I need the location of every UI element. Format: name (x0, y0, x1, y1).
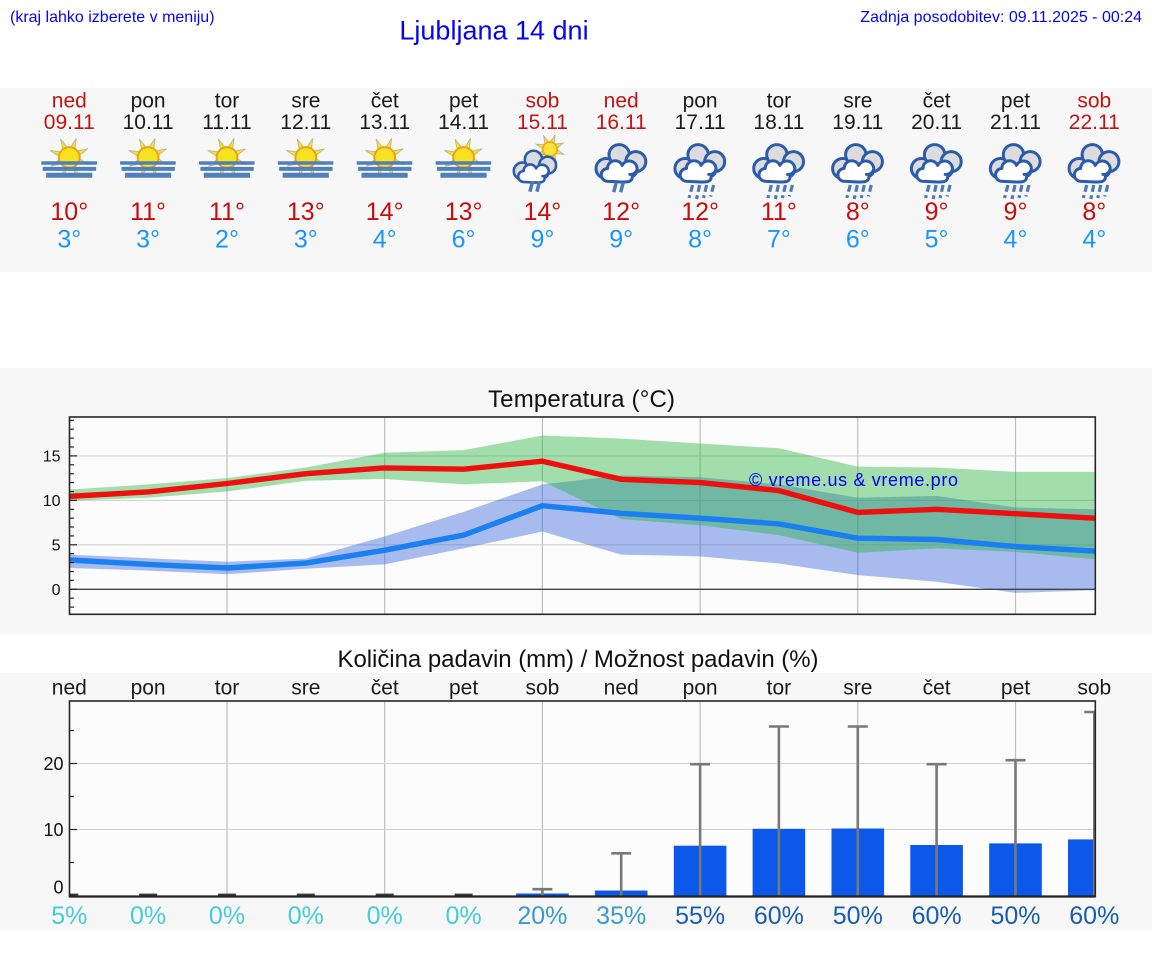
svg-text:2°: 2° (215, 226, 239, 254)
svg-text:11°: 11° (209, 198, 245, 226)
svg-text:0%: 0% (367, 902, 403, 930)
svg-text:15.11: 15.11 (517, 111, 568, 134)
svg-text:19.11: 19.11 (832, 111, 883, 134)
svg-text:0: 0 (53, 878, 63, 898)
svg-text:20: 20 (43, 754, 63, 774)
svg-text:6°: 6° (846, 226, 870, 254)
svg-text:sre: sre (843, 677, 872, 700)
svg-text:12.11: 12.11 (280, 111, 331, 134)
svg-text:tor: tor (215, 677, 240, 700)
svg-text:sob: sob (1077, 90, 1111, 113)
svg-text:4°: 4° (373, 226, 397, 254)
svg-text:14°: 14° (523, 198, 561, 226)
svg-text:60%: 60% (912, 902, 962, 930)
svg-text:3°: 3° (136, 226, 160, 254)
svg-text:Zadnja posodobitev: 09.11.2025: Zadnja posodobitev: 09.11.2025 - 00:24 (860, 9, 1142, 26)
svg-text:9°: 9° (925, 198, 949, 226)
svg-text:8°: 8° (846, 198, 870, 226)
svg-text:sob: sob (525, 90, 559, 113)
svg-text:0%: 0% (209, 902, 245, 930)
svg-text:Temperatura (°C): Temperatura (°C) (488, 386, 675, 413)
svg-text:pon: pon (683, 90, 718, 113)
svg-text:5%: 5% (51, 902, 87, 930)
svg-text:ned: ned (52, 677, 87, 700)
svg-text:10.11: 10.11 (123, 111, 174, 134)
svg-text:sre: sre (291, 90, 320, 113)
svg-text:8°: 8° (688, 226, 712, 254)
svg-text:sob: sob (525, 677, 559, 700)
svg-text:0: 0 (52, 582, 61, 599)
svg-text:tor: tor (215, 90, 240, 113)
svg-text:tor: tor (767, 677, 792, 700)
svg-text:ned: ned (52, 90, 87, 113)
svg-text:15: 15 (43, 449, 61, 466)
svg-text:55%: 55% (675, 902, 725, 930)
svg-text:11°: 11° (130, 198, 166, 226)
svg-text:09.11: 09.11 (44, 111, 95, 134)
svg-text:sre: sre (843, 90, 872, 113)
svg-text:12°: 12° (602, 198, 640, 226)
svg-text:17.11: 17.11 (675, 111, 726, 134)
svg-text:(kraj lahko izberete v meniju): (kraj lahko izberete v meniju) (10, 9, 215, 26)
svg-text:Količina padavin (mm) / Možnos: Količina padavin (mm) / Možnost padavin … (338, 646, 819, 673)
svg-text:čet: čet (923, 90, 951, 113)
svg-text:3°: 3° (294, 226, 318, 254)
svg-text:14°: 14° (366, 198, 404, 226)
svg-text:7°: 7° (767, 226, 791, 254)
svg-text:ned: ned (604, 677, 639, 700)
svg-text:čet: čet (923, 677, 951, 700)
svg-text:ned: ned (604, 90, 639, 113)
svg-text:20.11: 20.11 (911, 111, 962, 134)
svg-text:11°: 11° (761, 198, 797, 226)
svg-text:9°: 9° (609, 226, 633, 254)
svg-text:sob: sob (1077, 677, 1111, 700)
svg-text:10: 10 (43, 493, 61, 510)
svg-text:5: 5 (52, 538, 61, 555)
svg-text:Ljubljana 14 dni: Ljubljana 14 dni (399, 16, 588, 46)
svg-text:pon: pon (131, 677, 166, 700)
svg-text:pet: pet (1001, 90, 1030, 113)
svg-text:60%: 60% (754, 902, 804, 930)
svg-text:13.11: 13.11 (359, 111, 410, 134)
svg-text:čet: čet (371, 677, 399, 700)
svg-text:6°: 6° (452, 226, 476, 254)
svg-text:4°: 4° (1082, 226, 1106, 254)
svg-text:9°: 9° (530, 226, 554, 254)
svg-text:35%: 35% (596, 902, 646, 930)
svg-text:14.11: 14.11 (438, 111, 489, 134)
svg-text:22.11: 22.11 (1069, 111, 1120, 134)
svg-text:60%: 60% (1069, 902, 1119, 930)
svg-text:13°: 13° (287, 198, 325, 226)
svg-text:© vreme.us & vreme.pro: © vreme.us & vreme.pro (749, 470, 958, 490)
svg-text:0%: 0% (446, 902, 482, 930)
svg-text:20%: 20% (517, 902, 567, 930)
svg-text:pon: pon (683, 677, 718, 700)
svg-text:čet: čet (371, 90, 399, 113)
svg-text:8°: 8° (1082, 198, 1106, 226)
svg-text:10°: 10° (50, 198, 88, 226)
svg-text:0%: 0% (130, 902, 166, 930)
svg-text:pet: pet (449, 677, 478, 700)
svg-text:0%: 0% (288, 902, 324, 930)
svg-text:13°: 13° (445, 198, 483, 226)
svg-text:4°: 4° (1004, 226, 1028, 254)
svg-text:10: 10 (43, 820, 63, 840)
svg-text:9°: 9° (1004, 198, 1028, 226)
svg-text:pon: pon (131, 90, 166, 113)
svg-text:5°: 5° (925, 226, 949, 254)
svg-text:sre: sre (291, 677, 320, 700)
svg-text:tor: tor (767, 90, 792, 113)
svg-text:12°: 12° (681, 198, 719, 226)
svg-text:21.11: 21.11 (990, 111, 1041, 134)
svg-text:pet: pet (449, 90, 478, 113)
svg-text:50%: 50% (833, 902, 883, 930)
svg-text:18.11: 18.11 (753, 111, 804, 134)
svg-text:50%: 50% (990, 902, 1040, 930)
svg-text:pet: pet (1001, 677, 1030, 700)
svg-text:16.11: 16.11 (596, 111, 647, 134)
svg-text:11.11: 11.11 (202, 111, 251, 134)
svg-text:3°: 3° (57, 226, 81, 254)
